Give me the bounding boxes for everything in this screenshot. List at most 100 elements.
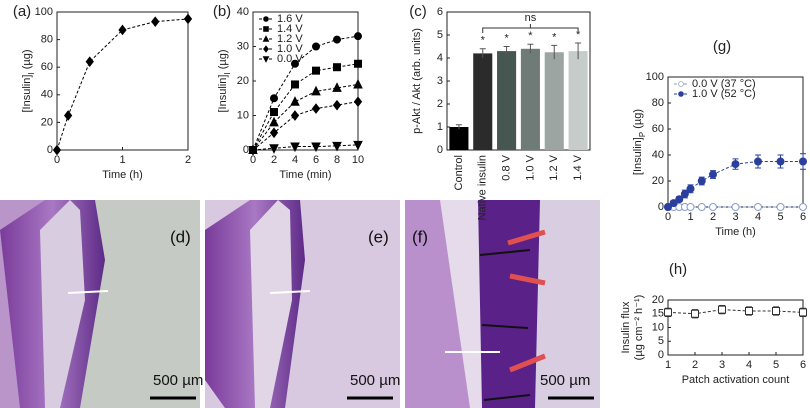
marker [799,308,807,317]
x-tick-label: 2 [271,154,277,166]
marker [754,157,762,166]
y-tick-label: 4 [437,52,443,64]
x-tick-label: Native insulin [477,155,489,220]
series-line [252,35,359,151]
x-tick-label: 8 [334,154,340,166]
marker [754,203,762,211]
y-axis-label: p-Akt / Akt (arb. units) [411,28,423,134]
bar [473,53,493,150]
marker [709,170,717,179]
bar [520,48,540,150]
marker [354,32,362,41]
marker [680,190,689,198]
marker [731,160,740,169]
marker [85,56,94,67]
series-line [56,18,189,151]
panel-label: (b) [213,3,231,20]
marker [290,110,300,121]
marker [248,146,258,156]
x-tick-label: 1.0 V [524,154,536,180]
marker [686,184,695,193]
y-tick-label: 20 [652,175,664,187]
marker [151,16,160,27]
marker [269,144,279,154]
legend-marker [678,81,684,87]
x-tick-label: 5 [773,359,779,371]
y-axis-label-unit: (µg) [217,50,229,73]
y-tick-label: 20 [652,294,664,306]
y-tick-label: 80 [41,34,53,46]
y-tick-label: 80 [652,97,664,109]
x-tick-label: 1.2 V [548,154,560,180]
error-bar [551,44,558,60]
marker [664,203,672,211]
y-axis-label: Insulin flux [620,301,632,353]
y-tick-label: 0 [437,144,443,156]
x-tick-label: 3 [732,211,738,223]
y-tick-label: 100 [35,6,53,18]
bar [568,51,588,150]
y-tick-label: 3 [437,75,443,87]
marker [118,24,127,36]
legend-label: 1.4 V [277,23,303,35]
legend-marker [262,35,270,42]
marker [269,127,279,139]
marker [745,307,753,315]
x-tick-label: 5 [777,211,783,223]
legend-label: 1.6 V [277,13,303,25]
y-axis-label-unit: (µg) [21,50,33,73]
marker [691,309,699,318]
marker [772,307,780,315]
marker [731,203,740,211]
x-tick-label: 1 [687,211,693,223]
y-tick-label: 1 [437,121,443,133]
marker [332,99,342,111]
marker [291,59,299,68]
series-line [252,101,359,151]
x-tick-label: 6 [800,359,806,371]
scale-bar-label: 500 µm [153,372,203,389]
significance-star: * [576,29,581,41]
marker [353,78,363,89]
y-tick-label: 30 [237,40,249,52]
bar [544,52,564,150]
x-tick-label: 3 [719,359,725,371]
histology-image: (f) 500 µm [405,200,600,408]
error-bar [455,124,462,130]
y-tick-label: 5 [437,29,443,41]
y-axis-label-unit: (µg) [632,109,644,132]
image-label: (d) [170,227,191,246]
marker [311,85,321,96]
scale-bar-label: 500 µm [540,372,590,389]
y-axis-label-main: [Insulin] [632,137,644,175]
marker [353,140,363,151]
y-axis-label-main: [Insulin] [21,75,33,113]
panel-label: (g) [713,38,731,55]
x-tick-label: 4 [746,359,752,371]
marker [799,157,807,166]
legend-label: 1.0 V [277,43,303,55]
significance-star: * [552,31,557,43]
scale-bar-label: 500 µm [350,372,400,389]
y-axis-label-sub: P [638,132,647,137]
marker [311,142,321,153]
x-tick-label: 6 [313,154,319,166]
image-label: (e) [368,227,389,246]
marker [776,157,785,166]
bracket [482,24,579,33]
marker [333,63,341,72]
x-tick-label: 4 [755,211,761,223]
error-bar [479,48,486,58]
y-tick-label: 2 [437,98,443,110]
y-tick-label: 60 [41,61,53,73]
y-tick-label: 0 [658,349,664,361]
bar [497,51,517,150]
marker [270,94,278,103]
marker [183,13,193,25]
histology-image: (d) 500 µm [0,200,203,408]
marker [686,203,695,211]
x-tick-label: 6 [800,211,806,223]
x-tick-label: 10 [352,154,364,166]
y-tick-label: 100 [646,71,664,83]
series-line [667,309,804,315]
